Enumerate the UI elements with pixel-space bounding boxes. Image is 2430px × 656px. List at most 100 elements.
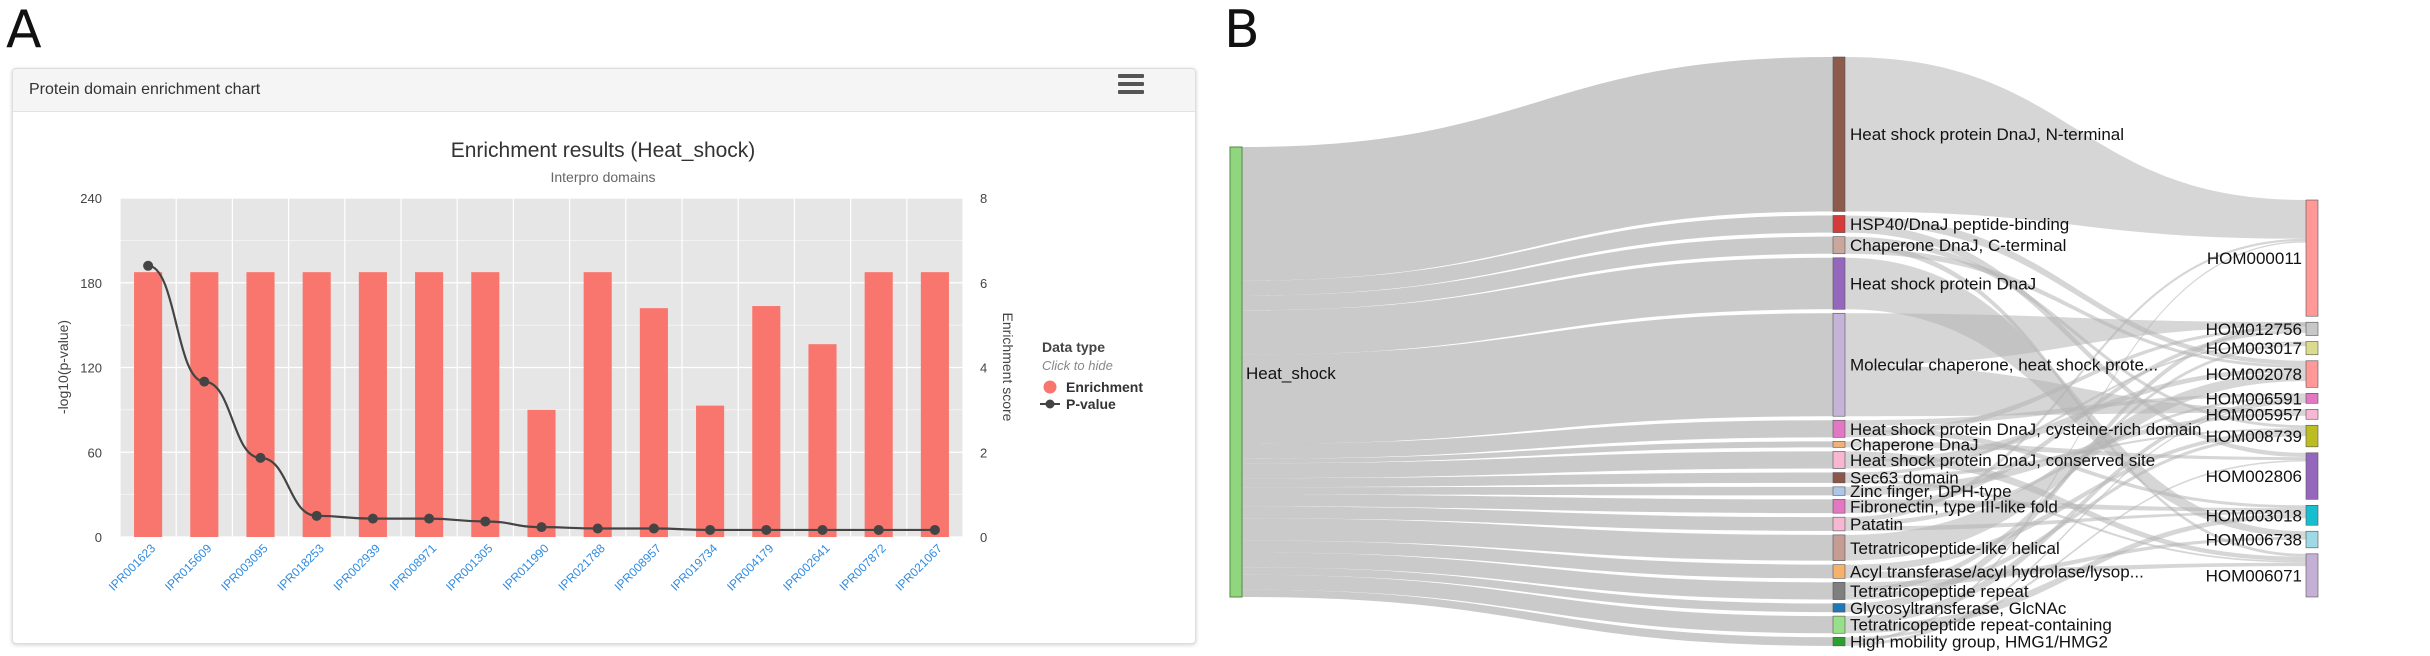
- enrichment-bar[interactable]: [190, 272, 219, 537]
- p-value-point[interactable]: [761, 524, 772, 535]
- enrichment-bar[interactable]: [639, 308, 668, 537]
- hamburger-menu-icon[interactable]: [1118, 74, 1144, 94]
- p-value-point[interactable]: [705, 524, 716, 535]
- sankey-target-node[interactable]: [2305, 360, 2319, 388]
- p-value-point[interactable]: [648, 523, 659, 534]
- x-tick-label[interactable]: IPR003095: [218, 541, 271, 594]
- p-value-point[interactable]: [480, 516, 491, 527]
- x-tick-label[interactable]: IPR008957: [612, 541, 665, 594]
- p-value-point[interactable]: [929, 524, 940, 535]
- sankey-target-label: HOM000011: [2207, 249, 2302, 268]
- x-tick-label[interactable]: IPR008971: [387, 541, 440, 594]
- x-tick-label[interactable]: IPR002939: [331, 541, 384, 594]
- legend-p-value-marker[interactable]: [1045, 399, 1055, 409]
- sankey-domain-node[interactable]: [1832, 486, 1846, 496]
- sankey-target-node[interactable]: [2305, 393, 2319, 404]
- sankey-domain-node[interactable]: [1832, 451, 1846, 469]
- sankey-link-source-to-domain: [1242, 215, 1833, 296]
- x-tick-label[interactable]: IPR015609: [162, 541, 215, 594]
- sankey-domain-node[interactable]: [1832, 582, 1846, 600]
- x-tick-label[interactable]: IPR018253: [274, 541, 327, 594]
- sankey-link-source-to-domain: [1242, 506, 1833, 531]
- x-tick-label[interactable]: IPR021788: [555, 541, 608, 594]
- sankey-domain-label: Glycosyltransferase, GlcNAc: [1850, 599, 2067, 618]
- x-tick-label[interactable]: IPR021067: [893, 541, 946, 594]
- sankey-source-node[interactable]: [1229, 146, 1243, 598]
- sankey-domain-node[interactable]: [1832, 472, 1846, 484]
- sankey-domain-node[interactable]: [1832, 441, 1846, 448]
- sankey-domain-node[interactable]: [1832, 636, 1846, 647]
- sankey-link-domain-to-target: [1845, 513, 2306, 634]
- enrichment-chart: Enrichment results (Heat_shock) Interpro …: [55, 139, 1143, 594]
- sankey-domain-node[interactable]: [1832, 236, 1846, 255]
- sankey-link-source-to-domain: [1242, 574, 1833, 634]
- sankey-domain-node[interactable]: [1832, 257, 1846, 310]
- sankey-target-node[interactable]: [2305, 424, 2319, 448]
- sankey-target-node[interactable]: [2305, 199, 2319, 317]
- p-value-point[interactable]: [424, 513, 435, 524]
- enrichment-bar[interactable]: [808, 344, 837, 537]
- sankey-domain-node[interactable]: [1832, 499, 1846, 514]
- sankey-domain-node[interactable]: [1832, 564, 1846, 579]
- enrichment-bar[interactable]: [302, 272, 331, 537]
- enrichment-bar[interactable]: [920, 272, 949, 537]
- legend-enrichment-marker[interactable]: [1043, 380, 1057, 394]
- enrichment-bar[interactable]: [696, 405, 725, 537]
- enrichment-bar[interactable]: [134, 272, 163, 537]
- x-tick-label[interactable]: IPR001305: [443, 541, 496, 594]
- sankey-target-label: HOM003017: [2206, 339, 2302, 358]
- sankey-target-node[interactable]: [2305, 341, 2319, 356]
- sankey-domain-node[interactable]: [1832, 215, 1846, 233]
- sankey-link-domain-to-target: [1845, 499, 2306, 512]
- sankey-domain-node[interactable]: [1832, 312, 1846, 417]
- sankey-target-node[interactable]: [2305, 553, 2319, 598]
- p-value-point[interactable]: [199, 376, 210, 387]
- sankey-link-domain-to-target: [1845, 322, 2306, 613]
- p-value-point[interactable]: [536, 522, 547, 533]
- x-tick-label[interactable]: IPR011990: [500, 541, 552, 593]
- p-value-point[interactable]: [143, 260, 154, 271]
- enrichment-bar[interactable]: [527, 409, 556, 537]
- enrichment-bar[interactable]: [246, 272, 275, 537]
- card-header: Protein domain enrichment chart: [13, 69, 1195, 112]
- sankey-link-source-to-domain: [1242, 313, 1833, 445]
- p-value-point[interactable]: [311, 510, 322, 521]
- enrichment-bar[interactable]: [583, 272, 612, 537]
- panel-label-a: A: [6, 0, 42, 60]
- enrichment-bar[interactable]: [864, 272, 893, 537]
- y-axis-label-left: -log10(p-value): [55, 320, 71, 414]
- sankey-target-node[interactable]: [2305, 321, 2319, 336]
- p-value-point[interactable]: [873, 524, 884, 535]
- x-tick-label[interactable]: IPR019734: [668, 541, 721, 594]
- sankey-domain-node[interactable]: [1832, 419, 1846, 438]
- p-value-point[interactable]: [255, 452, 266, 463]
- legend-enrichment-label[interactable]: Enrichment: [1066, 379, 1143, 395]
- x-tick-label[interactable]: IPR002641: [780, 541, 833, 594]
- sankey-link-domain-to-target: [1845, 215, 2306, 366]
- p-value-point[interactable]: [367, 513, 378, 524]
- p-value-point[interactable]: [592, 523, 603, 534]
- sankey-domain-node[interactable]: [1832, 534, 1846, 561]
- sankey-domain-node[interactable]: [1832, 615, 1846, 634]
- sankey-target-node[interactable]: [2305, 530, 2319, 549]
- sankey-domain-label: Heat shock protein DnaJ, conserved site: [1850, 451, 2155, 470]
- sankey-target-node[interactable]: [2305, 452, 2319, 500]
- enrichment-bar[interactable]: [471, 272, 500, 537]
- sankey-domain-label: Tetratricopeptide repeat-containing: [1850, 616, 2112, 635]
- sankey-target-label: HOM006591: [2206, 389, 2302, 408]
- sankey-domain-node[interactable]: [1832, 56, 1846, 212]
- sankey-link-domain-to-target: [1845, 326, 2306, 438]
- sankey-domain-node[interactable]: [1832, 603, 1846, 613]
- enrichment-bar[interactable]: [752, 306, 781, 537]
- enrichment-bar[interactable]: [415, 272, 444, 537]
- sankey-domain-label: Molecular chaperone, heat shock prote...: [1850, 356, 2158, 375]
- sankey-target-node[interactable]: [2305, 505, 2319, 526]
- legend-p-value-label[interactable]: P-value: [1066, 396, 1116, 412]
- x-tick-label[interactable]: IPR007872: [836, 541, 889, 594]
- p-value-point[interactable]: [817, 524, 828, 535]
- x-tick-label[interactable]: IPR004179: [724, 541, 777, 594]
- sankey-domain-node[interactable]: [1832, 516, 1846, 532]
- enrichment-bar[interactable]: [358, 272, 387, 537]
- sankey-target-node[interactable]: [2305, 408, 2319, 420]
- x-tick-label[interactable]: IPR001623: [106, 541, 159, 594]
